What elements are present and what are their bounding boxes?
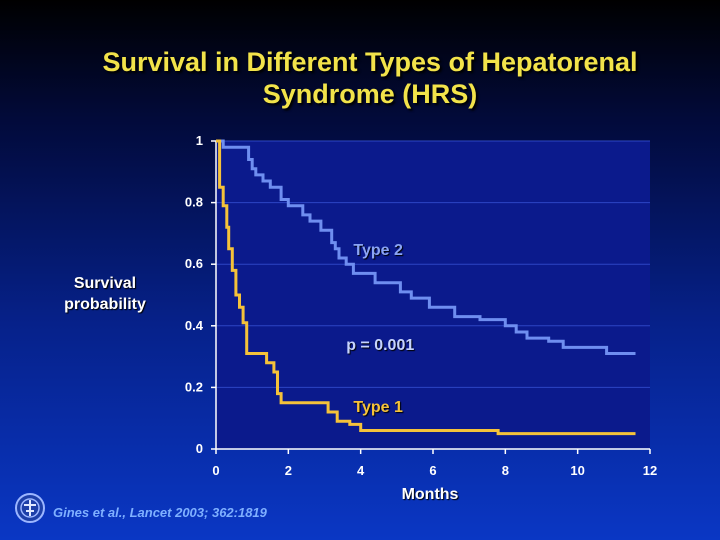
y-tick-label: 0.6 [185,256,203,271]
series-line-type-1 [216,139,636,436]
annotation-type-2: Type 2 [353,241,403,259]
annotation-p-value: p = 0.001 [346,337,415,355]
citation: Gines et al., Lancet 2003; 362:1819 [53,505,267,520]
y-tick-label: 0.2 [185,379,203,394]
slide-title: Survival in Different Types of Hepatoren… [0,46,720,110]
y-tick-label: 1 [196,133,203,148]
title-line-1: Survival in Different Types of Hepatoren… [102,47,638,77]
annotation-type-1: Type 1 [353,398,403,416]
journal-logo-icon [15,493,45,523]
title-line-2: Syndrome (HRS) [262,79,478,109]
x-tick-label: 6 [429,463,436,478]
series-line-type-2 [216,139,636,355]
x-tick-label: 4 [357,463,365,478]
y-tick-label: 0.4 [185,318,204,333]
x-tick-label: 8 [502,463,509,478]
y-axis-label: Survival probability [64,275,146,313]
x-axis-label: Months [401,486,459,503]
plot-area [216,141,650,449]
x-tick-label: 0 [212,463,219,478]
x-tick-label: 12 [643,463,657,478]
x-tick-label: 2 [285,463,292,478]
x-tick-label: 10 [570,463,584,478]
y-tick-label: 0.8 [185,195,203,210]
y-tick-label: 0 [196,441,203,456]
